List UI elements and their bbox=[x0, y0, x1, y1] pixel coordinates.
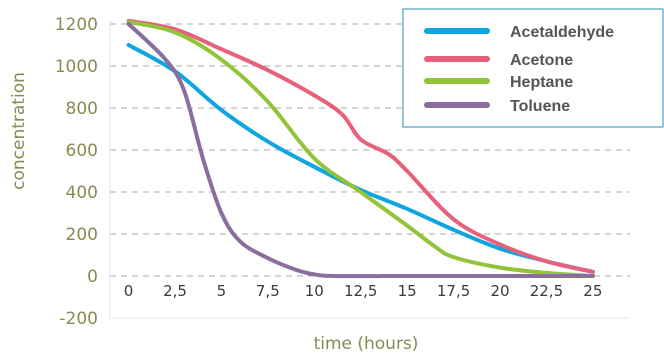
y-tick-label: 600 bbox=[66, 141, 98, 161]
x-tick-label: 12,5 bbox=[344, 282, 377, 300]
x-tick-label: 10 bbox=[305, 282, 324, 300]
y-tick-label: -200 bbox=[59, 309, 98, 329]
x-tick-label: 22,5 bbox=[530, 282, 563, 300]
y-axis-title: concentration bbox=[9, 72, 29, 190]
series-line-heptane bbox=[126, 19, 595, 278]
y-tick-labels: -200 0 200 400 600 800 1000 1200 bbox=[55, 15, 98, 329]
legend-label: Acetaldehyde bbox=[510, 24, 614, 41]
series-line-acetone bbox=[126, 18, 595, 274]
legend-label: Toluene bbox=[510, 98, 570, 115]
y-tick-label: 800 bbox=[66, 99, 98, 119]
x-tick-labels: 0 2,5 5 7,5 10 12,5 15 17,5 20 22,5 25 bbox=[124, 282, 603, 300]
y-tick-label: 400 bbox=[66, 183, 98, 203]
y-tick-label: 0 bbox=[87, 267, 98, 287]
x-tick-label: 17,5 bbox=[437, 282, 470, 300]
legend-label: Heptane bbox=[510, 74, 573, 91]
x-tick-label: 2,5 bbox=[163, 282, 187, 300]
y-tick-label: 1200 bbox=[55, 15, 98, 35]
y-tick-label: 1000 bbox=[55, 57, 98, 77]
x-tick-label: 15 bbox=[398, 282, 417, 300]
legend-label: Acetone bbox=[510, 52, 573, 69]
x-tick-label: 20 bbox=[490, 282, 509, 300]
legend: Acetaldehyde Acetone Heptane Toluene bbox=[402, 8, 664, 128]
legend-items: Acetaldehyde Acetone Heptane Toluene bbox=[424, 24, 614, 115]
x-tick-label: 7,5 bbox=[256, 282, 280, 300]
x-tick-label: 5 bbox=[217, 282, 227, 300]
x-axis-title: time (hours) bbox=[314, 334, 419, 354]
x-tick-label: 0 bbox=[124, 282, 134, 300]
x-tick-label: 25 bbox=[583, 282, 602, 300]
y-tick-label: 200 bbox=[66, 225, 98, 245]
series-line-toluene bbox=[126, 22, 595, 279]
series-lines bbox=[126, 18, 595, 279]
